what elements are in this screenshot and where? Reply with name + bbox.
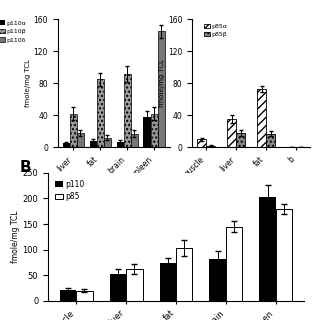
Bar <box>206 146 215 147</box>
Bar <box>260 197 276 301</box>
Bar <box>124 74 131 147</box>
Bar <box>104 138 111 147</box>
Legend: p110α, p110β, p110δ: p110α, p110β, p110δ <box>0 18 29 45</box>
Bar <box>210 259 226 301</box>
Bar <box>226 227 243 301</box>
Bar <box>150 114 157 147</box>
Bar <box>197 139 206 147</box>
Bar <box>60 290 76 301</box>
Bar <box>70 114 77 147</box>
Bar <box>266 134 275 147</box>
Bar <box>227 119 236 147</box>
Bar <box>90 141 97 147</box>
Y-axis label: fmole/mg TCL: fmole/mg TCL <box>25 59 31 107</box>
Bar <box>157 31 164 147</box>
Y-axis label: fmole/mg TCL: fmole/mg TCL <box>159 59 165 107</box>
Legend: p85α, p85β: p85α, p85β <box>201 21 230 40</box>
Bar <box>257 89 266 147</box>
Bar <box>131 134 138 147</box>
Legend: p110, p85: p110, p85 <box>52 177 87 204</box>
Bar <box>126 269 142 301</box>
Y-axis label: fmole/mg TCL: fmole/mg TCL <box>11 211 20 263</box>
Bar <box>109 274 126 301</box>
Bar <box>276 209 292 301</box>
Bar <box>176 248 193 301</box>
Text: B: B <box>19 160 31 175</box>
Bar <box>159 263 176 301</box>
Bar <box>116 141 124 147</box>
Bar <box>63 143 70 147</box>
Bar <box>77 133 84 147</box>
Bar <box>97 79 104 147</box>
Bar <box>143 117 150 147</box>
Bar <box>236 133 245 147</box>
Bar <box>76 291 92 301</box>
